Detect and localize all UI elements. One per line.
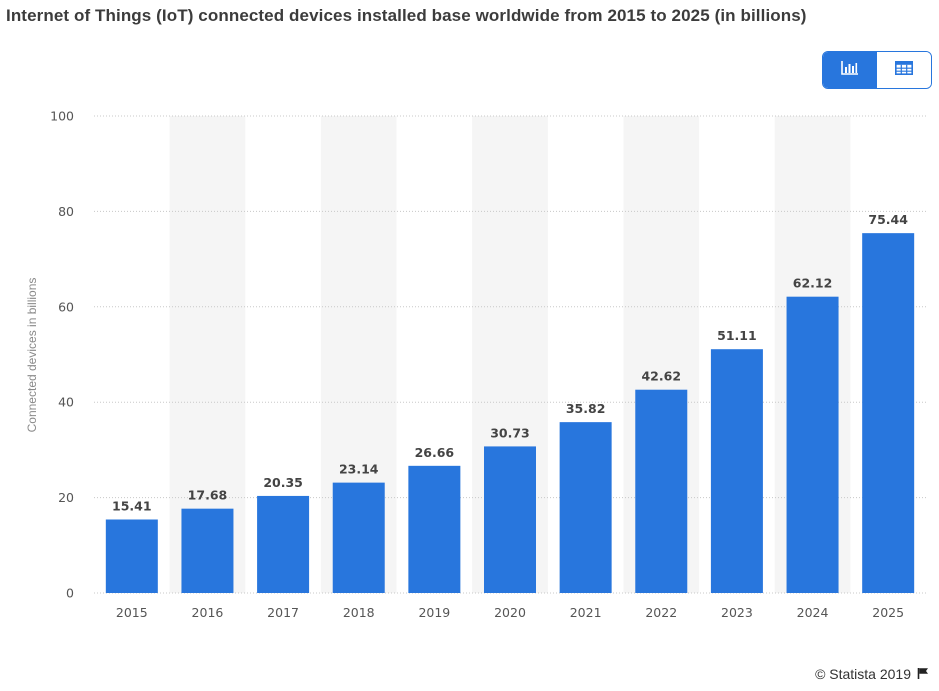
footer: © Statista 2019	[815, 666, 929, 682]
copyright-text: © Statista 2019	[815, 666, 911, 682]
x-tick-label-2023: 2023	[721, 605, 753, 620]
bar-2021[interactable]	[559, 422, 612, 593]
y-tick-label: 40	[58, 395, 74, 410]
table-icon	[895, 60, 913, 80]
data-label-2016: 17.68	[188, 488, 228, 503]
data-label-2019: 26.66	[415, 445, 455, 460]
bar-2020[interactable]	[484, 446, 536, 593]
bar-2018[interactable]	[332, 482, 385, 593]
x-tick-label-2022: 2022	[645, 605, 677, 620]
bar-2024[interactable]	[786, 296, 839, 593]
y-tick-label: 100	[50, 109, 74, 124]
bar-2022[interactable]	[635, 389, 688, 593]
data-label-2020: 30.73	[490, 425, 530, 440]
data-label-2021: 35.82	[566, 401, 606, 416]
y-tick-label: 0	[66, 586, 74, 601]
x-tick-label-2024: 2024	[797, 605, 829, 620]
data-label-2022: 42.62	[641, 369, 681, 384]
data-label-2015: 15.41	[112, 498, 152, 513]
table-view-button[interactable]	[877, 52, 931, 88]
data-label-2023: 51.11	[717, 328, 757, 343]
bar-2025[interactable]	[862, 233, 915, 594]
y-tick-label: 20	[58, 490, 74, 505]
x-tick-label-2025: 2025	[872, 605, 904, 620]
data-label-2025: 75.44	[868, 212, 908, 227]
y-tick-label: 60	[58, 299, 74, 314]
x-tick-label-2019: 2019	[418, 605, 450, 620]
bar-2023[interactable]	[710, 349, 763, 593]
bar-2015[interactable]	[105, 519, 158, 593]
x-tick-label-2021: 2021	[570, 605, 602, 620]
bar-chart-icon	[840, 60, 860, 81]
chart-view-button[interactable]	[823, 52, 877, 88]
bar-2019[interactable]	[408, 465, 461, 593]
bar-2016[interactable]	[181, 508, 234, 593]
flag-icon[interactable]	[917, 666, 929, 682]
x-tick-label-2017: 2017	[267, 605, 299, 620]
y-axis-title: Connected devices in billions	[25, 278, 39, 433]
x-tick-label-2018: 2018	[343, 605, 375, 620]
data-label-2018: 23.14	[339, 462, 379, 477]
chart-title: Internet of Things (IoT) connected devic…	[6, 6, 807, 25]
x-axis-ticks: 2015 2016 2017 2018 2019 2020 2021 2022 2023 2024…	[116, 605, 904, 620]
x-tick-label-2020: 2020	[494, 605, 526, 620]
x-tick-label-2016: 2016	[192, 605, 224, 620]
y-tick-label: 80	[58, 204, 74, 219]
data-label-2017: 20.35	[263, 475, 303, 490]
view-toggle	[822, 51, 932, 89]
data-labels: 15.41 17.68 20.35 23.14 26.66 30.73 35.82 42.62…	[112, 212, 908, 513]
x-tick-label-2015: 2015	[116, 605, 148, 620]
y-axis-ticks: 0 20 40 60 80 100	[50, 109, 74, 601]
data-label-2024: 62.12	[793, 276, 833, 291]
bars	[105, 233, 915, 594]
bar-2017[interactable]	[257, 495, 310, 593]
